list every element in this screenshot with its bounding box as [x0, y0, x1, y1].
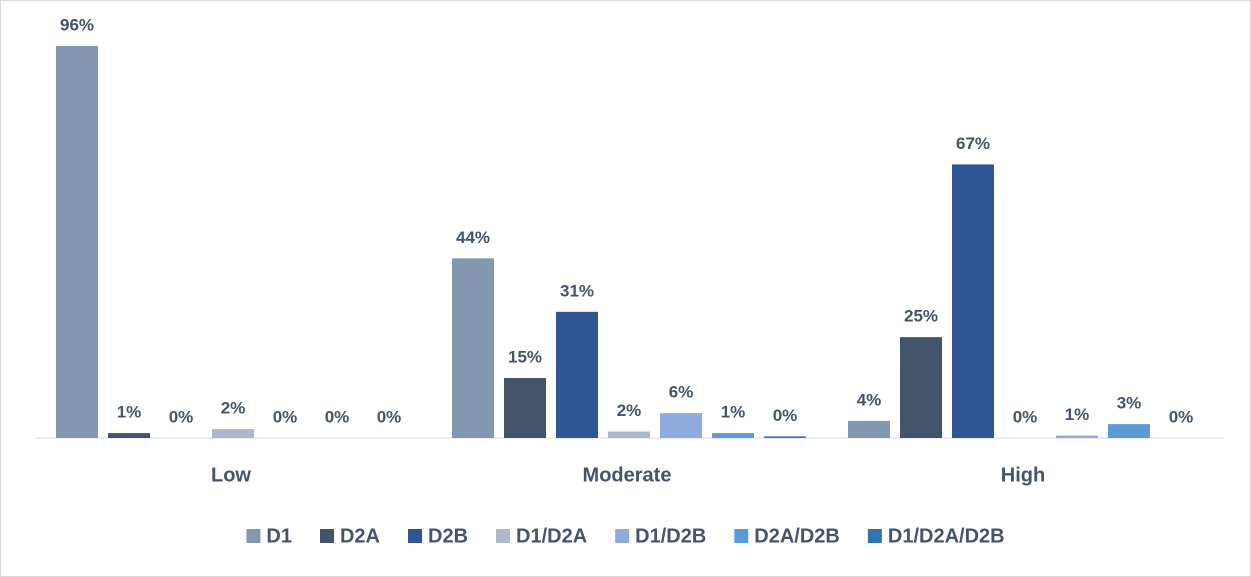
data-label: 67%	[956, 134, 990, 153]
data-label: 15%	[508, 347, 542, 366]
bar	[900, 337, 942, 438]
bar	[848, 420, 890, 438]
bar	[660, 413, 702, 438]
data-label: 1%	[721, 403, 746, 422]
bar	[212, 429, 254, 438]
bar	[504, 377, 546, 438]
data-label: 0%	[273, 407, 298, 426]
bar	[56, 46, 98, 438]
legend-label: D1/D2B	[635, 525, 706, 547]
data-label: 0%	[1169, 407, 1194, 426]
legend-swatch	[246, 529, 261, 543]
data-label: 0%	[169, 407, 194, 426]
bar	[952, 164, 994, 438]
bar	[452, 258, 494, 438]
data-label: 0%	[1013, 407, 1038, 426]
x-tick-label: Moderate	[583, 464, 672, 486]
legend-label: D2A/D2B	[754, 525, 840, 547]
bar	[1056, 435, 1098, 438]
legend-swatch	[867, 529, 882, 543]
data-label: 4%	[857, 390, 882, 409]
data-label: 0%	[377, 407, 402, 426]
x-tick-label: High	[1001, 464, 1045, 486]
data-label: 96%	[60, 15, 94, 34]
bar	[1108, 424, 1150, 438]
legend-swatch	[319, 529, 334, 543]
legend-label: D2B	[428, 525, 468, 547]
legend-swatch	[734, 529, 749, 543]
legend-label: D1	[266, 525, 292, 547]
data-label: 6%	[669, 383, 694, 402]
bar	[108, 433, 150, 438]
bar	[712, 433, 754, 438]
legend-swatch	[615, 529, 630, 543]
data-label: 3%	[1117, 394, 1142, 413]
data-label: 1%	[117, 403, 142, 422]
legend-swatch	[408, 529, 423, 543]
bar	[556, 311, 598, 438]
data-label: 2%	[221, 399, 246, 418]
data-label: 25%	[904, 307, 938, 326]
legend-swatch	[496, 529, 511, 543]
data-label: 1%	[1065, 405, 1090, 424]
data-label: 31%	[560, 281, 594, 300]
legend-label: D1/D2A	[516, 525, 587, 547]
data-label: 44%	[456, 228, 490, 247]
bar	[764, 436, 806, 438]
bar	[608, 431, 650, 438]
data-label: 0%	[773, 406, 798, 425]
data-label: 2%	[617, 401, 642, 420]
data-label: 0%	[325, 407, 350, 426]
legend-label: D1/D2A/D2B	[888, 525, 1005, 547]
legend-label: D2A	[340, 525, 380, 547]
x-tick-label: Low	[211, 464, 251, 486]
